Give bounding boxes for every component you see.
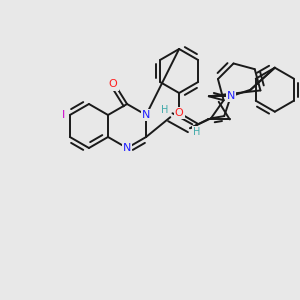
Text: O: O — [175, 108, 184, 118]
Text: N: N — [123, 143, 131, 153]
Text: N: N — [226, 91, 235, 101]
Text: H: H — [160, 105, 168, 115]
Text: H: H — [194, 127, 201, 137]
Text: O: O — [109, 80, 117, 89]
Text: I: I — [62, 110, 65, 120]
Text: N: N — [142, 110, 150, 120]
